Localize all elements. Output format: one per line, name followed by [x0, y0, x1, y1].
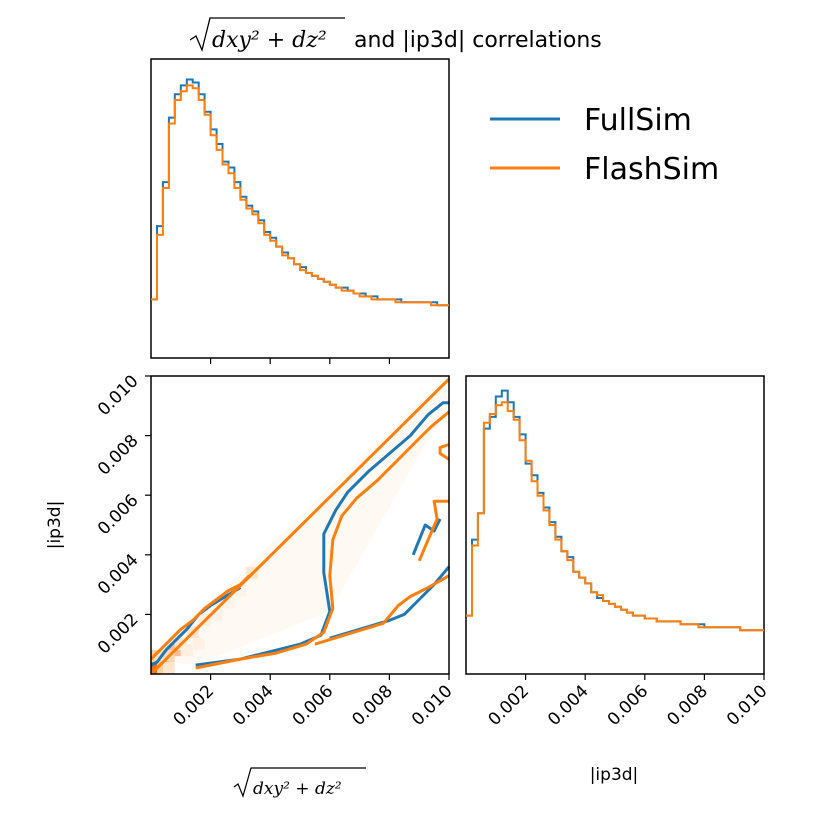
joint-x-tick-label: 0.006: [289, 681, 338, 730]
legend-flashsim-label: FlashSim: [584, 152, 719, 187]
joint-flashsim-contour: [149, 377, 451, 676]
xlabel-sqrt-sign: [233, 767, 366, 798]
joint-panel: 0.002 0.004 0.006 0.008 0.0100.0020.0040.006…: [45, 371, 457, 799]
legend: FullSim FlashSim: [490, 103, 719, 187]
marginal-y-panel: 0.002 0.004 0.006 0.008 0.010 |ip3d|: [465, 375, 772, 785]
title-text: and |ip3d| correlations: [354, 28, 602, 53]
marginal-y-fullsim-step: [466, 389, 764, 632]
joint-fullsim-contour: [150, 586, 242, 667]
joint-flashsim-contour: [149, 574, 251, 661]
joint-frame: [150, 375, 450, 675]
joint-flashsim-contour: [314, 574, 450, 646]
marginal-y-frame: [465, 375, 765, 675]
joint-ylabel: |ip3d|: [45, 501, 65, 550]
figure-title: dxy² + dz² and |ip3d| correlations: [189, 17, 602, 53]
marginal-y-x-tick-label: 0.010: [723, 681, 772, 730]
joint-y-tick-label: 0.010: [94, 371, 143, 420]
marginal-x-panel: [150, 58, 450, 364]
marginal-x-frame: [150, 58, 450, 359]
joint-x-tick-label: 0.004: [229, 681, 278, 730]
xlabel-math: dxy² + dz²: [253, 779, 342, 799]
joint-fullsim-contour: [411, 518, 442, 556]
joint-x-tick-label: 0.010: [408, 681, 457, 730]
marginal-y-x-tick-label: 0.004: [544, 681, 593, 730]
marginal-x-flashsim-step: [151, 84, 449, 307]
marginal-y-flashsim-step: [466, 401, 764, 632]
joint-fullsim-contour: [195, 401, 449, 667]
joint-xlabel: dxy² + dz²: [233, 767, 366, 799]
joint-x-tick-label: 0.002: [170, 681, 219, 730]
joint-flashsim-contour: [438, 443, 450, 461]
joint-y-tick-label: 0.004: [94, 550, 143, 599]
title-sqrt-sign: [189, 17, 345, 53]
marginal-y-xlabel: |ip3d|: [590, 765, 639, 785]
joint-flashsim-contour: [195, 410, 450, 670]
joint-flashsim-contour: [417, 499, 449, 562]
marginal-y-x-tick-label: 0.006: [604, 681, 653, 730]
title-math: dxy² + dz²: [212, 28, 327, 53]
joint-y-tick-label: 0.002: [94, 610, 143, 659]
joint-y-tick-label: 0.006: [94, 491, 143, 540]
joint-y-tick-label: 0.008: [94, 431, 143, 480]
marginal-y-x-tick-label: 0.002: [485, 681, 534, 730]
joint-x-tick-label: 0.008: [348, 681, 397, 730]
joint-density-cell: [162, 662, 175, 674]
marginal-x-fullsim-step: [151, 78, 449, 307]
legend-fullsim-label: FullSim: [584, 103, 692, 138]
marginal-y-x-tick-label: 0.008: [663, 681, 712, 730]
